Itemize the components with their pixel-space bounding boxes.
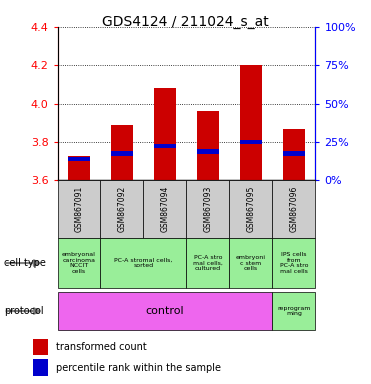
FancyBboxPatch shape: [144, 180, 186, 238]
Text: reprogram
ming: reprogram ming: [277, 306, 311, 316]
Text: GSM867096: GSM867096: [289, 186, 298, 232]
FancyBboxPatch shape: [272, 292, 315, 330]
Text: GSM867093: GSM867093: [203, 186, 213, 232]
FancyBboxPatch shape: [101, 180, 144, 238]
Bar: [154, 88, 176, 180]
Bar: [240, 65, 262, 180]
Text: cell type: cell type: [4, 258, 46, 268]
Bar: [197, 149, 219, 154]
FancyBboxPatch shape: [58, 180, 101, 238]
FancyBboxPatch shape: [101, 238, 186, 288]
Bar: [33, 359, 48, 376]
Text: GDS4124 / 211024_s_at: GDS4124 / 211024_s_at: [102, 15, 269, 29]
FancyBboxPatch shape: [186, 180, 229, 238]
Text: PC-A stromal cells,
sorted: PC-A stromal cells, sorted: [114, 258, 173, 268]
Bar: [111, 125, 133, 180]
Bar: [283, 151, 305, 156]
Text: GSM867094: GSM867094: [160, 186, 170, 232]
Bar: [33, 339, 48, 355]
Bar: [197, 111, 219, 180]
Bar: [111, 151, 133, 156]
Bar: [283, 129, 305, 180]
Text: GSM867091: GSM867091: [75, 186, 83, 232]
Text: PC-A stro
mal cells,
cultured: PC-A stro mal cells, cultured: [193, 255, 223, 271]
Bar: [154, 144, 176, 148]
Text: transformed count: transformed count: [56, 342, 147, 352]
FancyBboxPatch shape: [229, 238, 272, 288]
FancyBboxPatch shape: [58, 292, 272, 330]
FancyBboxPatch shape: [272, 238, 315, 288]
FancyBboxPatch shape: [58, 238, 101, 288]
Text: protocol: protocol: [4, 306, 43, 316]
Bar: [240, 140, 262, 144]
Text: GSM867092: GSM867092: [118, 186, 127, 232]
Text: percentile rank within the sample: percentile rank within the sample: [56, 363, 221, 373]
Bar: [68, 157, 90, 161]
Text: control: control: [146, 306, 184, 316]
FancyBboxPatch shape: [186, 238, 229, 288]
Text: embryonal
carcinoma
NCCIT
cells: embryonal carcinoma NCCIT cells: [62, 252, 96, 274]
Text: embryoni
c stem
cells: embryoni c stem cells: [236, 255, 266, 271]
FancyBboxPatch shape: [272, 180, 315, 238]
Bar: [68, 156, 90, 180]
Text: GSM867095: GSM867095: [246, 186, 255, 232]
FancyBboxPatch shape: [229, 180, 272, 238]
Text: IPS cells
from
PC-A stro
mal cells: IPS cells from PC-A stro mal cells: [280, 252, 308, 274]
